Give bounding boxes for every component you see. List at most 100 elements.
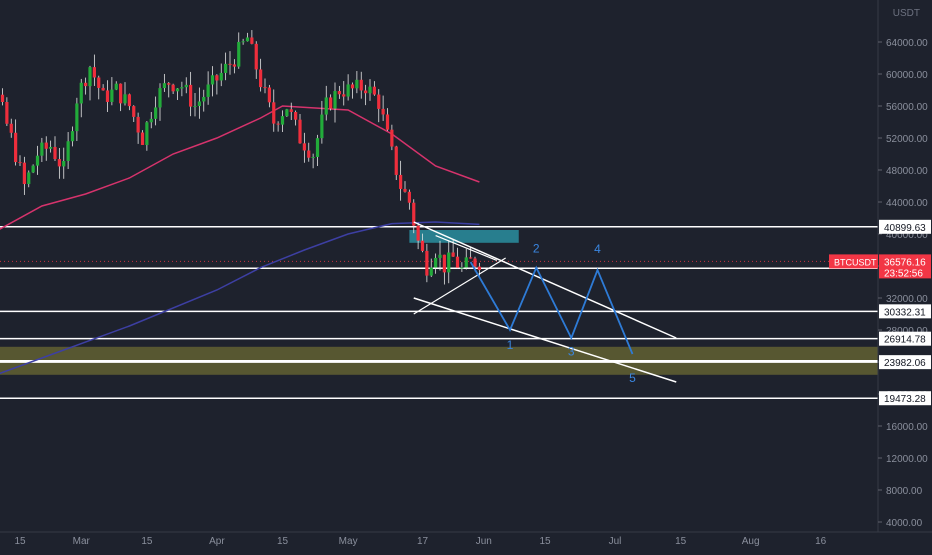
candle-up [355, 79, 359, 89]
candle-down [53, 146, 57, 160]
candle-up [110, 89, 114, 102]
candle-up [184, 84, 188, 88]
level-label: 26914.78 [884, 335, 926, 346]
drawings-layer: 1 2 3 4 5 [413, 221, 677, 385]
wave-label-5: 5 [629, 371, 636, 385]
candle-up [206, 84, 210, 97]
candle-up [202, 96, 206, 102]
candle-up [27, 172, 31, 185]
y-tick-label: 56000.00 [886, 102, 928, 113]
supply-zone [409, 230, 519, 243]
candle-up [438, 254, 442, 258]
level-label-bg [879, 304, 931, 319]
y-tick-label: 12000.00 [886, 454, 928, 465]
candle-down [329, 97, 333, 109]
candle-up [245, 37, 250, 42]
candle-down [272, 102, 276, 124]
candle-down [307, 150, 311, 158]
level-label: 30332.31 [884, 307, 926, 318]
y-tick-label: 16000.00 [886, 422, 928, 433]
candle-down [473, 258, 477, 267]
candle-up [88, 67, 92, 87]
channel-upper-line [413, 221, 677, 339]
level-label-bg [879, 355, 931, 370]
x-tick-label: 15 [277, 536, 289, 547]
levels-layer [0, 226, 878, 399]
x-tick-label: 16 [815, 536, 827, 547]
candle-up [114, 83, 118, 90]
candle-down [302, 143, 306, 151]
x-tick-label: 15 [539, 536, 551, 547]
candle-down [44, 142, 48, 149]
candle-up [145, 122, 149, 145]
level-label: 23982.06 [884, 358, 926, 369]
time-axis[interactable]: 15 Mar 15 Apr 15 May 17 Jun 15 Jul 15 Aug 16 [0, 531, 932, 547]
candle-down [57, 159, 61, 167]
price-labels-layer: 40899.6335720.9130332.3126914.7823982.06… [829, 219, 931, 406]
candle-down [337, 91, 341, 95]
y-tick-label: 60000.00 [886, 70, 928, 81]
candle-down [364, 90, 368, 94]
candle-down [14, 132, 18, 163]
candle-up [237, 41, 241, 67]
candle-down [259, 69, 263, 88]
candle-up [429, 267, 433, 276]
candle-up [241, 41, 245, 43]
x-tick-label: May [339, 536, 358, 547]
wave-label-4: 4 [594, 242, 601, 256]
candle-up [460, 267, 464, 269]
level-label: 40899.63 [884, 223, 926, 234]
candle-up [210, 75, 215, 85]
candle-down [399, 174, 403, 189]
candle-up [311, 156, 315, 158]
last-price-bg [879, 254, 931, 279]
candle-down [189, 84, 193, 107]
candle-down [254, 43, 258, 70]
candle-down [420, 240, 425, 251]
candle-down [416, 225, 420, 241]
channel-lower-line [413, 297, 677, 383]
candle-down [342, 94, 346, 97]
candle-down [267, 87, 271, 103]
candle-down [215, 75, 219, 81]
x-tick-label: Apr [209, 536, 225, 547]
level-label-bg [879, 391, 931, 406]
y-tick-label: 44000.00 [886, 198, 928, 209]
level-label-bg [879, 331, 931, 346]
y-tick-label: 32000.00 [886, 294, 928, 305]
candle-up [40, 142, 44, 156]
wave-label-1: 1 [507, 338, 514, 352]
level-label-bg [879, 219, 931, 234]
candle-up [197, 101, 201, 107]
candle-up [70, 131, 75, 142]
candle-up [35, 155, 40, 166]
zones-layer [0, 230, 878, 375]
candle-down [412, 202, 416, 226]
candle-down [403, 188, 407, 192]
candle-down [22, 162, 26, 185]
symbol-tag-bg [829, 254, 878, 269]
candle-up [158, 88, 162, 108]
candle-down [132, 106, 136, 117]
candle-up [224, 63, 228, 73]
triangle-lower-line [413, 257, 506, 315]
candle-down [372, 86, 376, 95]
candle-down [101, 87, 105, 91]
candle-up [285, 109, 289, 117]
candle-up [31, 165, 35, 173]
candle-down [250, 37, 254, 44]
y-tick-label: 28000.00 [886, 326, 928, 337]
candle-up [123, 94, 127, 104]
candle-up [434, 257, 438, 268]
candle-down [469, 257, 473, 259]
currency-label: USDT [893, 8, 920, 19]
candle-down [442, 254, 446, 273]
candle-up [149, 118, 153, 123]
candle-down [381, 108, 385, 115]
candle-down [140, 132, 145, 145]
candle-down [18, 162, 22, 164]
candle-down [9, 123, 13, 133]
y-tick-label: 4000.00 [886, 518, 923, 529]
